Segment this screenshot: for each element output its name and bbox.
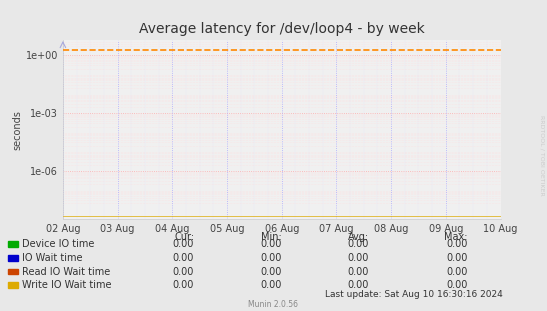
Text: 0.00: 0.00 [348,239,369,249]
Text: 0.00: 0.00 [348,253,369,263]
Text: Munin 2.0.56: Munin 2.0.56 [248,299,299,309]
Text: Avg:: Avg: [348,232,369,242]
Title: Average latency for /dev/loop4 - by week: Average latency for /dev/loop4 - by week [139,22,424,36]
Text: Cur:: Cur: [174,232,194,242]
Text: 0.00: 0.00 [348,280,369,290]
Text: 0.00: 0.00 [260,239,282,249]
Text: 0.00: 0.00 [173,267,194,276]
Text: 0.00: 0.00 [348,267,369,276]
Text: 0.00: 0.00 [260,280,282,290]
Text: Write IO Wait time: Write IO Wait time [22,280,112,290]
Text: RRDTOOL / TOBI OETIKER: RRDTOOL / TOBI OETIKER [539,115,544,196]
Text: Last update: Sat Aug 10 16:30:16 2024: Last update: Sat Aug 10 16:30:16 2024 [325,290,503,299]
Text: 0.00: 0.00 [173,239,194,249]
Text: 0.00: 0.00 [446,267,468,276]
Text: 0.00: 0.00 [446,239,468,249]
Text: Min:: Min: [261,232,282,242]
Text: 0.00: 0.00 [260,253,282,263]
Text: IO Wait time: IO Wait time [22,253,83,263]
Text: Device IO time: Device IO time [22,239,94,249]
Text: 0.00: 0.00 [446,280,468,290]
Text: 0.00: 0.00 [173,280,194,290]
Text: 0.00: 0.00 [446,253,468,263]
Text: 0.00: 0.00 [260,267,282,276]
Text: 0.00: 0.00 [173,253,194,263]
Text: Read IO Wait time: Read IO Wait time [22,267,110,276]
Text: Max:: Max: [444,232,468,242]
Y-axis label: seconds: seconds [13,110,23,150]
